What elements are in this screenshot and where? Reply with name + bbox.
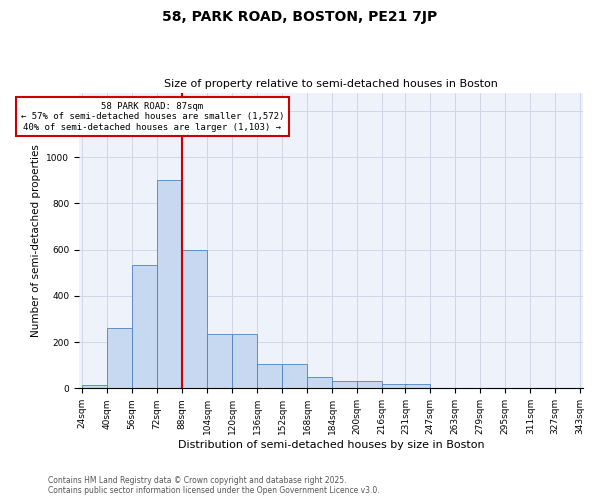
Bar bbox=[182, 250, 207, 388]
Bar bbox=[307, 377, 332, 388]
Bar bbox=[157, 180, 182, 388]
Bar bbox=[132, 264, 157, 388]
Bar bbox=[232, 334, 257, 388]
Bar bbox=[207, 334, 232, 388]
Y-axis label: Number of semi-detached properties: Number of semi-detached properties bbox=[31, 144, 41, 337]
Bar bbox=[406, 384, 430, 388]
Bar bbox=[107, 328, 132, 388]
Bar bbox=[382, 384, 407, 388]
Title: Size of property relative to semi-detached houses in Boston: Size of property relative to semi-detach… bbox=[164, 79, 498, 89]
Bar bbox=[282, 364, 307, 388]
Bar bbox=[332, 381, 357, 388]
Text: 58, PARK ROAD, BOSTON, PE21 7JP: 58, PARK ROAD, BOSTON, PE21 7JP bbox=[163, 10, 437, 24]
Bar bbox=[82, 385, 107, 388]
Text: Contains HM Land Registry data © Crown copyright and database right 2025.
Contai: Contains HM Land Registry data © Crown c… bbox=[48, 476, 380, 495]
Text: 58 PARK ROAD: 87sqm
← 57% of semi-detached houses are smaller (1,572)
40% of sem: 58 PARK ROAD: 87sqm ← 57% of semi-detach… bbox=[21, 102, 284, 132]
Bar bbox=[257, 364, 282, 388]
X-axis label: Distribution of semi-detached houses by size in Boston: Distribution of semi-detached houses by … bbox=[178, 440, 485, 450]
Bar bbox=[357, 381, 382, 388]
